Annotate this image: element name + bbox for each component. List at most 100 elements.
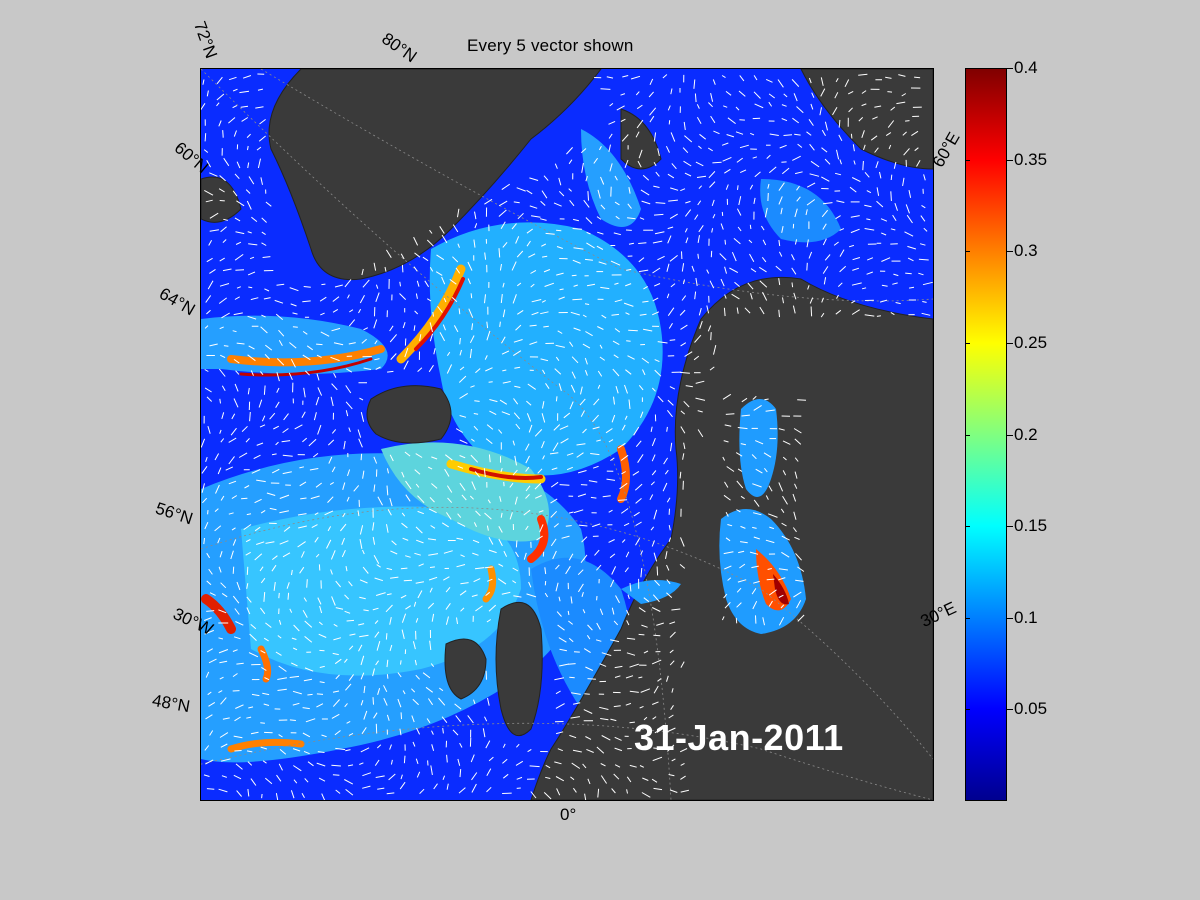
current-vector (767, 568, 772, 570)
current-vector (637, 160, 642, 168)
current-vector (571, 762, 581, 769)
current-vector (383, 697, 388, 706)
current-vector (540, 311, 549, 315)
current-vector (748, 239, 753, 244)
current-vector (273, 425, 280, 430)
current-vector (243, 524, 252, 531)
current-vector (752, 156, 758, 159)
current-vector (484, 294, 486, 304)
current-vector (416, 280, 420, 287)
lat-label-72n: 72°N (190, 18, 221, 61)
current-vector (680, 410, 686, 415)
current-vector (741, 414, 750, 417)
current-vector (242, 75, 252, 79)
current-vector (529, 177, 539, 181)
current-vector (527, 748, 532, 753)
current-vector (346, 720, 351, 724)
current-vector (586, 231, 591, 235)
colorbar-tick-mark-left (965, 159, 970, 161)
current-vector (206, 309, 211, 315)
current-vector (649, 78, 654, 86)
current-vector (557, 748, 563, 752)
current-vector (416, 771, 421, 778)
current-vector (415, 453, 423, 458)
current-vector (794, 536, 800, 540)
current-vector (572, 259, 581, 264)
current-vector (918, 272, 924, 276)
current-vector (556, 246, 563, 249)
current-vector (470, 438, 475, 442)
current-vector (233, 735, 243, 739)
current-vector (334, 658, 342, 665)
current-vector (417, 367, 423, 372)
current-vector (719, 253, 727, 261)
current-vector (879, 171, 882, 179)
current-vector (488, 537, 494, 545)
current-vector (397, 698, 402, 708)
current-vector (217, 467, 222, 475)
current-vector (752, 512, 762, 516)
current-vector (246, 750, 253, 753)
current-vector (214, 508, 219, 512)
current-vector (920, 215, 926, 222)
current-vector (849, 186, 857, 193)
current-vector (821, 297, 824, 303)
current-vector (709, 181, 716, 188)
current-vector (219, 551, 223, 558)
current-vector (287, 592, 290, 600)
current-vector (596, 622, 601, 630)
current-vector (739, 169, 747, 174)
current-vector (534, 482, 542, 490)
current-vector (345, 789, 354, 796)
current-vector (486, 525, 489, 531)
current-vector (486, 768, 492, 776)
current-vector (316, 703, 324, 708)
current-vector (553, 202, 562, 207)
current-vector (214, 453, 220, 461)
current-vector (515, 324, 522, 331)
current-vector (832, 106, 838, 116)
current-vector (731, 293, 740, 300)
current-vector (626, 776, 632, 783)
current-vector (729, 267, 739, 274)
current-vector (203, 149, 209, 153)
current-vector (669, 621, 676, 625)
current-vector (330, 550, 336, 560)
current-vector (387, 508, 392, 516)
current-vector (711, 228, 714, 233)
current-vector (791, 267, 797, 275)
current-vector (713, 344, 717, 355)
current-vector (293, 765, 302, 772)
current-vector (581, 162, 584, 173)
current-vector (586, 283, 596, 287)
current-vector (670, 705, 674, 710)
current-vector (258, 135, 266, 142)
current-vector (400, 660, 402, 665)
current-vector (861, 103, 867, 107)
colorbar-tick-mark (1007, 617, 1013, 619)
current-vector (247, 789, 250, 797)
current-vector (754, 171, 761, 178)
current-vector (850, 228, 860, 234)
current-vector (593, 157, 599, 164)
current-vector (895, 302, 901, 305)
current-vector (377, 787, 385, 790)
current-vector (320, 312, 325, 316)
current-vector (584, 693, 590, 695)
current-vector (753, 536, 760, 540)
current-vector (497, 578, 507, 585)
current-vector (780, 508, 785, 513)
current-vector (823, 277, 827, 285)
current-vector (233, 774, 242, 780)
current-vector (864, 228, 875, 231)
current-vector (401, 613, 407, 623)
current-vector (386, 659, 389, 668)
current-vector (247, 162, 250, 169)
current-vector (668, 774, 675, 777)
current-vector (349, 633, 356, 636)
current-vector (624, 415, 628, 420)
current-vector (376, 640, 381, 651)
current-vector (720, 223, 724, 230)
current-vector (264, 677, 270, 681)
current-vector (617, 442, 626, 449)
